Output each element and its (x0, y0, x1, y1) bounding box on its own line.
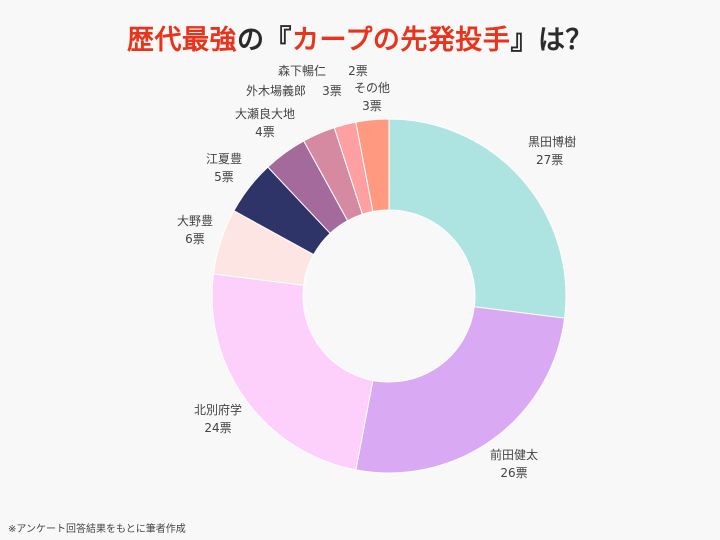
slice-value-3: 24票 (204, 421, 231, 435)
slice-label-3: 北別府学 (194, 402, 242, 417)
slice-label-7: 外木場義郎 (246, 83, 306, 98)
slice-label-8: 森下暢仁 (278, 63, 326, 78)
slice-value-6: 4票 (255, 125, 275, 139)
title-suffix: は？ (537, 25, 593, 56)
slice-label-2: 前田健太 (490, 447, 538, 462)
title-close-bracket: 』 (510, 25, 538, 56)
title-highlight: カープの先発投手 (292, 25, 511, 56)
footnote: ※アンケート回答結果をもとに筆者作成 (8, 524, 186, 535)
title-mid: の (237, 25, 265, 56)
slice-label-9: その他 (354, 81, 390, 95)
donut-slices (211, 118, 567, 474)
title-prefix: 歴代最強 (127, 25, 238, 56)
slice-value-1: 27票 (536, 153, 563, 167)
slice-label-1: 黒田博樹 (528, 134, 576, 149)
slice-9 (355, 118, 390, 213)
slice-1 (388, 118, 567, 319)
slice-value-2: 26票 (500, 466, 527, 480)
slice-value-4: 6票 (185, 232, 205, 246)
slice-value-7: 3票 (322, 84, 342, 98)
slice-3 (211, 273, 374, 471)
slice-label-6: 大瀬良大地 (235, 106, 295, 121)
slice-2 (355, 306, 566, 474)
slice-value-5: 5票 (214, 170, 234, 184)
slice-label-4: 大野豊 (177, 214, 213, 228)
slice-value-9: 3票 (362, 99, 382, 113)
chart-title: 歴代最強の『カープの先発投手』は？ (0, 18, 720, 57)
title-open-bracket: 『 (264, 25, 293, 56)
slice-label-5: 江夏豊 (206, 152, 242, 166)
slice-value-8: 2票 (348, 64, 368, 78)
